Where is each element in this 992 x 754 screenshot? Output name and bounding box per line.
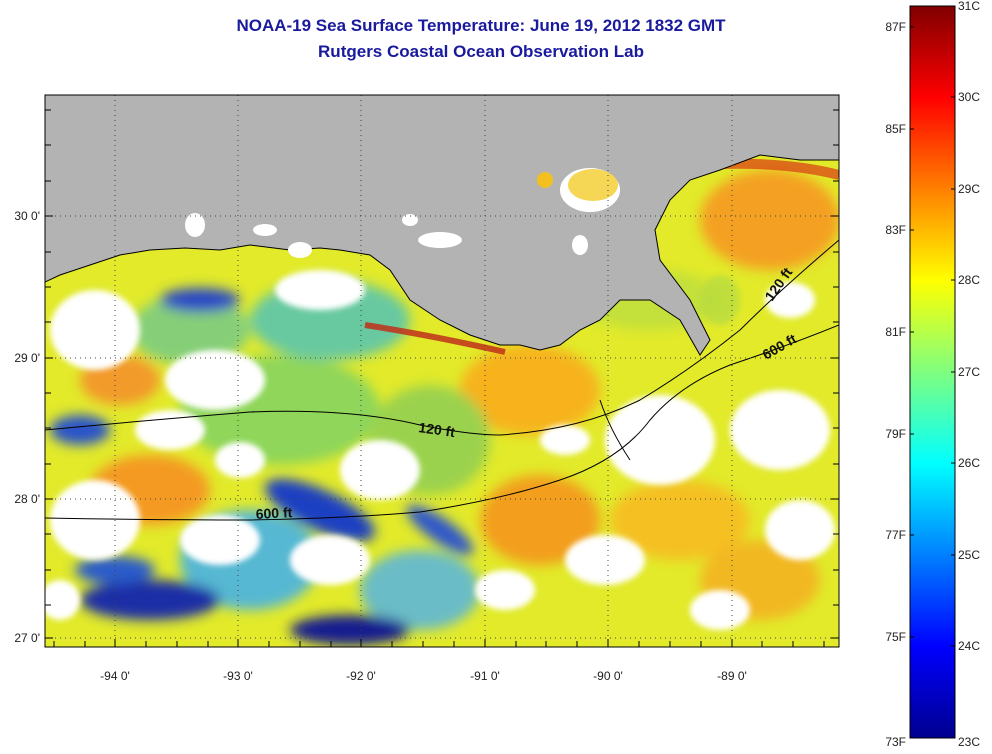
lon-tick-label: -92 0': [346, 669, 376, 683]
colorbar-gradient: [909, 5, 956, 739]
map-subtitle: Rutgers Coastal Ocean Observation Lab: [318, 42, 644, 61]
warm-coastal-band: [364, 322, 506, 355]
colorbar-celsius-label: 26C: [958, 456, 980, 470]
colorbar-celsius-label: 25C: [958, 548, 980, 562]
contour-label-600-west: 600 ft: [255, 504, 293, 522]
graticule: [45, 95, 839, 647]
lon-tick-label: -89 0': [717, 669, 747, 683]
axis-ticks: [45, 109, 839, 647]
colorbar-fahrenheit-label: 77F: [885, 528, 906, 542]
colorbar-celsius-label: 23C: [958, 735, 980, 749]
colorbar-celsius-label: 31C: [958, 0, 980, 13]
lon-tick-label: -91 0': [470, 669, 500, 683]
colorbar-fahrenheit-label: 73F: [885, 735, 906, 749]
lon-tick-label: -93 0': [223, 669, 253, 683]
plot-frame: [44, 94, 840, 648]
colorbar-celsius-label: 28C: [958, 273, 980, 287]
colorbar-fahrenheit-label: 81F: [885, 325, 906, 339]
colorbar-celsius-label: 24C: [958, 639, 980, 653]
contour-label-120-west: 120 ft: [418, 419, 457, 440]
lat-tick-label: 29 0': [14, 351, 40, 365]
map-title: NOAA-19 Sea Surface Temperature: June 19…: [236, 16, 726, 35]
no-data-areas: [45, 270, 835, 630]
colorbar-fahrenheit-label: 85F: [885, 122, 906, 136]
colorbar-celsius-label: 30C: [958, 90, 980, 104]
colorbar-fahrenheit-label: 83F: [885, 223, 906, 237]
contour-600ft: [45, 324, 839, 521]
lon-tick-label: -90 0': [593, 669, 623, 683]
lon-tick-label: -94 0': [100, 669, 130, 683]
lat-tick-label: 27 0': [14, 631, 40, 645]
colorbar-ticks: [910, 5, 955, 739]
contour-120ft: [45, 239, 839, 436]
colorbar-fahrenheit-label: 87F: [885, 20, 906, 34]
colorbar-fahrenheit-label: 75F: [885, 630, 906, 644]
lat-tick-label: 30 0': [14, 209, 40, 223]
colorbar-celsius-label: 29C: [958, 182, 980, 196]
colorbar-celsius-label: 27C: [958, 365, 980, 379]
lat-tick-label: 28 0': [14, 492, 40, 506]
land-mass: [45, 95, 839, 356]
colorbar-fahrenheit-label: 79F: [885, 427, 906, 441]
